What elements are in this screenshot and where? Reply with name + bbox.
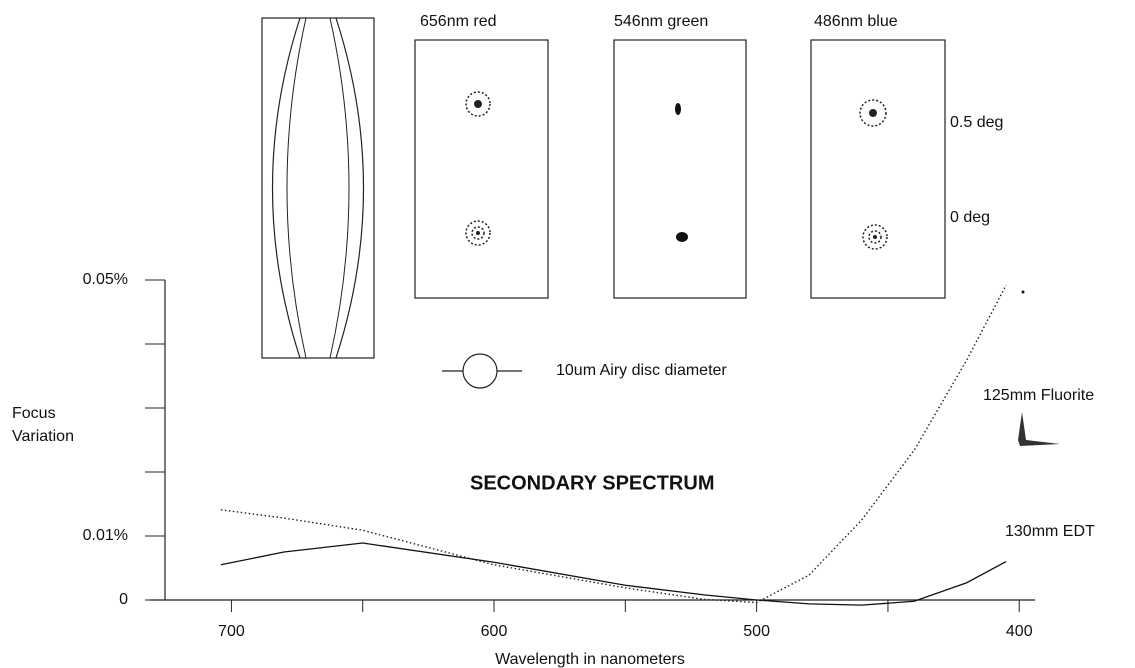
annotation: 656nm red [420, 13, 497, 30]
y-tick-label: 0 [119, 591, 128, 608]
scribble [1018, 412, 1060, 446]
x-tick-label: 400 [1006, 623, 1033, 640]
spot-diagrams [465, 91, 1025, 294]
x-tick-label: 600 [481, 623, 508, 640]
airy-disc [462, 353, 498, 389]
spot-frame [810, 39, 946, 299]
lens-frame [261, 17, 375, 359]
chart-title: SECONDARY SPECTRUM [470, 472, 714, 494]
x-tick-label: 500 [743, 623, 770, 640]
y-tick-label: 0.05% [83, 271, 128, 288]
lens-outline [286, 17, 350, 359]
spot-frame [613, 39, 747, 299]
y-tick-label: 0.01% [83, 527, 128, 544]
annotation: 10um Airy disc diameter [556, 362, 727, 379]
series-label: 130mm EDT [1005, 523, 1095, 540]
lens-outline [271, 17, 365, 359]
x-axis-label: Wavelength in nanometers [495, 651, 685, 668]
annotation: 546nm green [614, 13, 708, 30]
series-line [220, 542, 1007, 606]
annotation: 486nm blue [814, 13, 898, 30]
spot-frame [414, 39, 549, 299]
series-line [220, 284, 1007, 604]
annotation: 0.5 deg [950, 114, 1003, 131]
annotation: 0 deg [950, 209, 990, 226]
series-label: 125mm Fluorite [983, 387, 1094, 404]
x-tick-label: 700 [218, 623, 245, 640]
y-axis-label: Variation [12, 428, 74, 445]
y-axis-label: Focus [12, 405, 56, 422]
